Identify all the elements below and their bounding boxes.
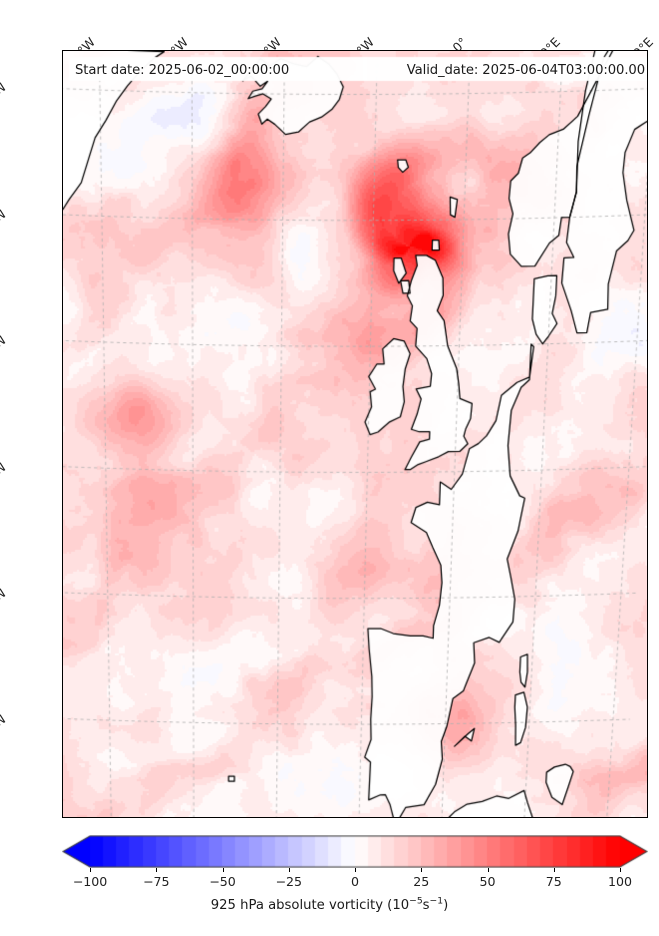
vorticity-field-heatmap bbox=[63, 51, 647, 817]
colorbar-tick-label: −50 bbox=[209, 874, 236, 889]
cbar-label-exponent-2: −1 bbox=[429, 895, 444, 907]
colorbar-tick-mark bbox=[487, 868, 489, 872]
colorbar-tick-mark bbox=[156, 868, 158, 872]
colorbar[interactable]: −100 −75 −50 −25 0 25 50 75 100 bbox=[62, 835, 648, 889]
colorbar-tick-label: −100 bbox=[72, 874, 108, 889]
colorbar-tick-mark bbox=[553, 868, 555, 872]
colorbar-tick-label: 0 bbox=[350, 874, 360, 889]
colorbar-tick-mark bbox=[421, 868, 423, 872]
colorbar-tick-mark bbox=[620, 868, 621, 872]
colorbar-tick-label: −25 bbox=[275, 874, 303, 889]
latitude-tick-label: 65°N bbox=[0, 79, 8, 109]
colorbar-tick-label: 75 bbox=[545, 874, 562, 889]
latitude-tick-label: 40°N bbox=[0, 711, 8, 741]
cbar-label-suffix: ) bbox=[443, 898, 449, 913]
colorbar-tick-label: 25 bbox=[413, 874, 430, 889]
colorbar-axis-label: 925 hPa absolute vorticity (10−5s−1) bbox=[0, 895, 659, 913]
valid-date-annotation: Valid_date: 2025-06-04T03:00:00.00 bbox=[406, 63, 645, 78]
map-plot-area[interactable]: Start date: 2025-06-02_00:00:00 Valid_da… bbox=[62, 50, 648, 818]
cbar-label-exponent-1: −5 bbox=[409, 895, 423, 907]
cbar-label-mid: s bbox=[422, 898, 430, 913]
start-date-annotation: Start date: 2025-06-02_00:00:00 bbox=[75, 63, 290, 78]
colorbar-tick-label: 100 bbox=[607, 874, 633, 889]
cbar-label-prefix: 925 hPa absolute vorticity (10 bbox=[210, 898, 410, 913]
colorbar-tick-mark bbox=[355, 868, 356, 872]
colorbar-tick-label: −75 bbox=[142, 874, 170, 889]
colorbar-tick-label: 50 bbox=[479, 874, 496, 889]
colorbar-tick-mark bbox=[90, 868, 91, 872]
latitude-tick-label: 50°N bbox=[0, 458, 8, 489]
colorbar-tick-mark bbox=[222, 868, 224, 872]
latitude-tick-label: 60°N bbox=[0, 205, 8, 236]
latitude-tick-label: 45°N bbox=[0, 585, 8, 615]
colorbar-gradient bbox=[62, 835, 648, 868]
colorbar-tick-mark bbox=[288, 868, 290, 872]
latitude-tick-label: 55°N bbox=[0, 332, 8, 362]
